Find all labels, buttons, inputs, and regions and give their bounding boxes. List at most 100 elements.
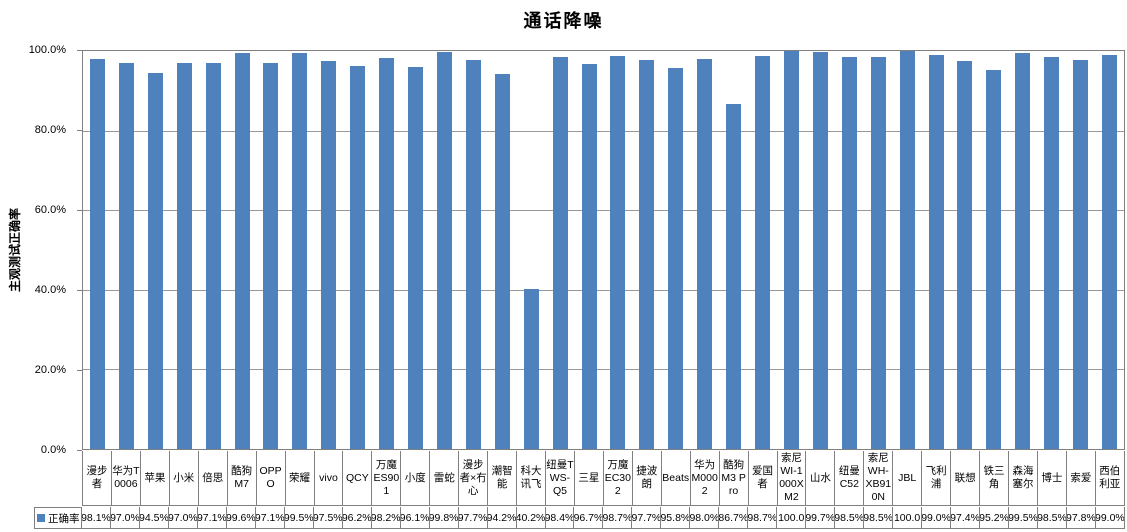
bar xyxy=(697,58,713,449)
category-cell: JBL xyxy=(893,451,923,506)
gridline xyxy=(83,369,1124,371)
category-cell: 万魔ES901 xyxy=(372,451,402,506)
value-cell: 94.2% xyxy=(487,507,517,529)
bar xyxy=(870,56,886,449)
category-cell: 小度 xyxy=(401,451,431,506)
category-cell: OPPO xyxy=(256,451,286,506)
value-cell: 100.0 xyxy=(777,507,807,529)
category-cell: 纽曼C52 xyxy=(835,451,865,506)
y-axis-tick-mark xyxy=(77,50,82,51)
value-cell: 99.7% xyxy=(806,507,836,529)
bar xyxy=(1073,59,1089,449)
bar xyxy=(1015,53,1031,449)
y-axis-tick-mark xyxy=(77,130,82,131)
bar xyxy=(1102,54,1118,449)
plot-area xyxy=(82,50,1125,450)
category-cell: 荣耀 xyxy=(285,451,315,506)
category-cell: 潮智能 xyxy=(488,451,518,506)
data-table-categories-row: 漫步者 华为T0006 苹果 小米 倍思 酷狗M7 OPPO 荣耀 vivo QCY 万魔ES901… xyxy=(82,451,1125,506)
bar xyxy=(321,60,337,449)
bar xyxy=(841,56,857,449)
bar xyxy=(552,57,568,449)
category-cell: 博士 xyxy=(1037,451,1067,506)
category-cell: 森海塞尔 xyxy=(1009,451,1038,506)
value-cell: 97.8% xyxy=(1066,507,1096,529)
category-cell: QCY xyxy=(343,451,373,506)
bar xyxy=(523,289,539,449)
value-cell: 99.0% xyxy=(922,507,952,529)
value-cell: 99.6% xyxy=(226,507,256,529)
bar xyxy=(147,72,163,449)
value-cell: 97.0% xyxy=(168,507,198,529)
bar xyxy=(234,52,250,449)
category-cell: 雷蛇 xyxy=(430,451,460,506)
category-cell: Beats xyxy=(661,451,691,506)
y-axis-tick-label: 60.0% xyxy=(34,204,66,216)
y-axis-tick-label: 0.0% xyxy=(40,444,66,456)
legend-cell: 正确率 xyxy=(35,507,82,529)
y-axis-tick-mark xyxy=(77,450,82,451)
value-cell: 40.2% xyxy=(516,507,546,529)
category-cell: 酷狗M7 xyxy=(227,451,257,506)
bar xyxy=(812,52,828,449)
y-axis-tick-label: 40.0% xyxy=(34,284,66,296)
bar xyxy=(436,51,452,449)
y-axis-tick-mark xyxy=(77,210,82,211)
value-cell: 98.1% xyxy=(82,507,111,529)
value-cell: 98.5% xyxy=(1037,507,1067,529)
bar xyxy=(408,66,424,449)
value-cell: 99.5% xyxy=(1009,507,1038,529)
legend-label: 正确率 xyxy=(48,512,80,525)
bar xyxy=(205,62,221,449)
bar xyxy=(494,74,510,449)
bar xyxy=(610,56,626,449)
gridline xyxy=(83,210,1124,212)
data-table-values-row: 正确率 98.1% 97.0% 94.5% 97.0% 97.1% 99.6% 97.1% 9… xyxy=(34,507,1125,529)
category-cell: 华为T0006 xyxy=(111,451,141,506)
bar xyxy=(581,64,597,449)
category-cell: 山水 xyxy=(806,451,836,506)
category-cell: 铁三角 xyxy=(980,451,1009,506)
bar xyxy=(639,60,655,449)
category-cell: 索尼WH-XB910N xyxy=(864,451,894,506)
bar xyxy=(350,66,366,449)
chart-title: 通话降噪 xyxy=(523,11,604,32)
legend-key-icon xyxy=(37,514,45,522)
y-axis-tick-label: 100.0% xyxy=(28,44,66,56)
y-axis-tick-mark xyxy=(77,370,82,371)
category-cell: 漫步者×冇心 xyxy=(459,451,489,506)
value-cell: 98.5% xyxy=(864,507,894,529)
category-cell: 华为M0002 xyxy=(690,451,720,506)
category-cell: 三星 xyxy=(574,451,604,506)
bar xyxy=(668,67,684,449)
value-cell: 98.7% xyxy=(603,507,633,529)
category-cell: 漫步者 xyxy=(83,451,112,506)
y-axis-tick-label: 20.0% xyxy=(34,364,66,376)
bar xyxy=(1044,56,1060,449)
value-cell: 97.0% xyxy=(110,507,140,529)
value-cell: 97.1% xyxy=(255,507,285,529)
value-cell: 96.1% xyxy=(400,507,430,529)
category-cell: 联想 xyxy=(951,451,981,506)
value-cell: 97.7% xyxy=(632,507,662,529)
bar xyxy=(118,62,134,449)
value-cell: 99.8% xyxy=(429,507,459,529)
value-cell: 86.7% xyxy=(719,507,749,529)
value-cell: 98.4% xyxy=(545,507,575,529)
category-cell: 索尼WI-1000XM2 xyxy=(777,451,807,506)
value-cell: 98.5% xyxy=(835,507,865,529)
value-cell: 97.5% xyxy=(313,507,343,529)
y-axis-tick-mark xyxy=(77,290,82,291)
category-cell: 万魔EC302 xyxy=(603,451,633,506)
bar xyxy=(89,58,105,449)
bar xyxy=(292,53,308,449)
bar xyxy=(928,54,944,449)
bar xyxy=(899,51,915,449)
value-cell: 100.0 xyxy=(893,507,923,529)
category-cell: 倍思 xyxy=(198,451,228,506)
bar xyxy=(263,62,279,449)
gridline xyxy=(83,130,1124,132)
value-cell: 99.5% xyxy=(284,507,314,529)
category-cell: 飞利浦 xyxy=(922,451,952,506)
